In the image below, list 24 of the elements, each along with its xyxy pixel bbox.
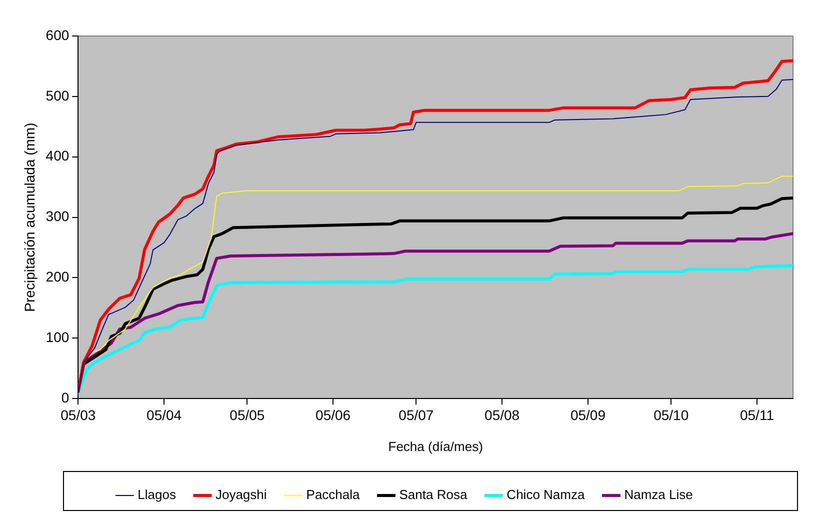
y-tick-label: 300 bbox=[46, 208, 70, 224]
y-tick-label: 600 bbox=[46, 26, 70, 43]
y-axis-title: Precipitación acumulada (mm) bbox=[21, 122, 38, 312]
legend-label: Joyagshi bbox=[215, 487, 267, 502]
x-tick-label: 05/10 bbox=[654, 406, 689, 423]
y-tick-label: 0 bbox=[61, 389, 70, 406]
x-tick-label: 05/05 bbox=[230, 406, 265, 423]
x-tick-label: 05/07 bbox=[398, 406, 434, 423]
y-tick-label: 100 bbox=[46, 329, 70, 346]
x-tick-label: 05/03 bbox=[60, 406, 96, 423]
x-tick-label: 05/06 bbox=[316, 406, 351, 423]
x-axis-title: Fecha (día/mes) bbox=[388, 438, 483, 454]
y-tick-label: 400 bbox=[46, 148, 70, 164]
x-tick-label: 05/08 bbox=[484, 406, 520, 423]
legend-label: Santa Rosa bbox=[399, 487, 468, 502]
legend-label: Pacchala bbox=[306, 487, 361, 502]
legend-label: Namza Lise bbox=[624, 487, 693, 502]
x-tick-label: 05/04 bbox=[146, 406, 182, 423]
legend-label: Llagos bbox=[138, 487, 176, 502]
legend-label: Chico Namza bbox=[506, 487, 586, 502]
y-tick-label: 500 bbox=[46, 87, 70, 104]
x-tick-label: 05/09 bbox=[570, 406, 606, 423]
x-tick-label: 05/11 bbox=[740, 406, 774, 423]
y-tick-label: 200 bbox=[46, 268, 70, 285]
